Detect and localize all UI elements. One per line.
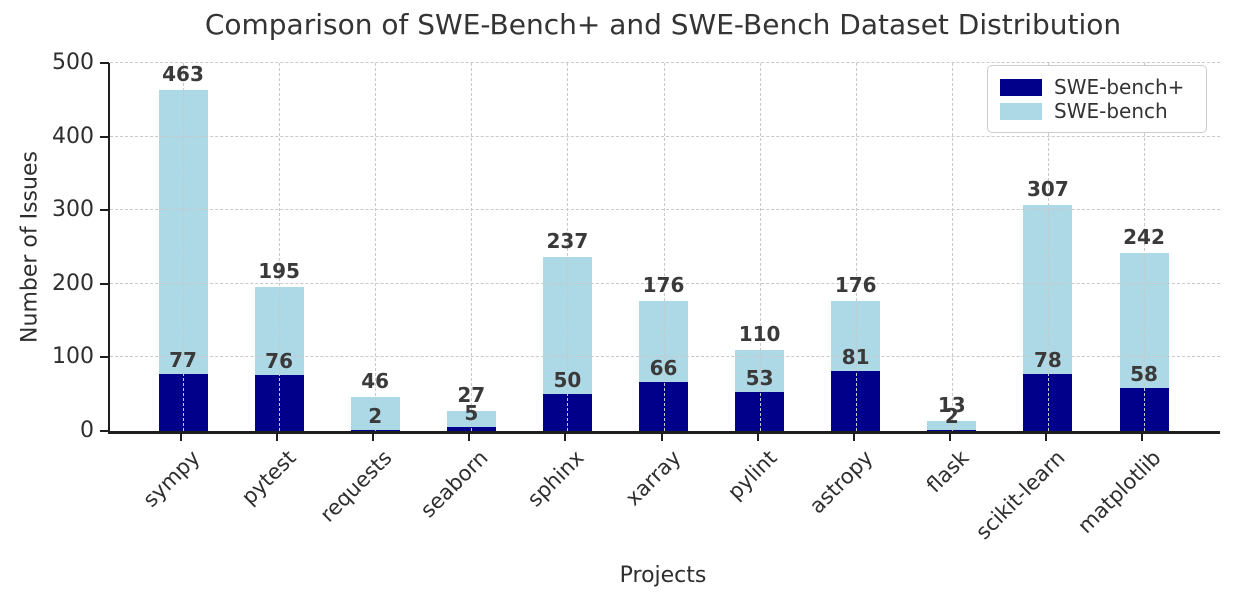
chart-title: Comparison of SWE-Bench+ and SWE-Bench D… bbox=[204, 8, 1122, 41]
value-label-swe-bench-astropy: 176 bbox=[834, 273, 877, 298]
y-tick-label-100: 100 bbox=[52, 344, 94, 370]
grid-line-vertical-sphinx bbox=[567, 63, 569, 431]
value-label-swe-bench-sphinx: 237 bbox=[546, 228, 589, 253]
grid-line-vertical-astropy bbox=[855, 63, 857, 431]
y-tick-label-400: 400 bbox=[52, 123, 94, 149]
grid-line-horizontal-400 bbox=[110, 135, 1220, 137]
x-tick-mark-matplotlib bbox=[1141, 434, 1143, 441]
grid-line-vertical-sympy bbox=[183, 63, 184, 431]
value-label-swe-bench-plus-sympy: 77 bbox=[169, 348, 197, 373]
value-label-swe-bench-xarray: 176 bbox=[642, 273, 685, 298]
value-label-swe-bench-plus-requests: 2 bbox=[368, 403, 383, 428]
value-label-swe-bench-plus-seaborn: 5 bbox=[464, 401, 479, 426]
y-tick-label-300: 300 bbox=[52, 197, 94, 223]
grid-line-vertical-matplotlib bbox=[1144, 63, 1145, 431]
grid-line-vertical-pylint bbox=[759, 63, 761, 431]
y-tick-label-500: 500 bbox=[52, 50, 94, 75]
x-tick-label-seaborn: seaborn bbox=[416, 445, 493, 523]
x-tick-label-pylint: pylint bbox=[722, 445, 782, 505]
x-tick-mark-sympy bbox=[180, 434, 182, 441]
grid-line-vertical-flask bbox=[951, 63, 953, 431]
x-tick-mark-flask bbox=[948, 434, 951, 441]
grid-line-vertical-seaborn bbox=[471, 63, 473, 431]
x-tick-label-sphinx: sphinx bbox=[523, 445, 589, 512]
x-tick-mark-astropy bbox=[852, 434, 855, 441]
grid-line-vertical-scikit-learn bbox=[1047, 63, 1049, 431]
x-tick-label-pytest: pytest bbox=[236, 445, 301, 510]
y-tick-label-200: 200 bbox=[52, 270, 94, 296]
y-tick-mark-200 bbox=[100, 282, 109, 285]
value-label-swe-bench-requests: 46 bbox=[361, 369, 390, 394]
grid-line-vertical-xarray bbox=[663, 63, 665, 431]
y-tick-mark-400 bbox=[100, 135, 109, 138]
legend-swatch-swe-bench bbox=[1000, 102, 1042, 120]
x-tick-mark-sphinx bbox=[564, 434, 567, 441]
legend-label-swe-bench-plus: SWE-bench+ bbox=[1054, 75, 1185, 99]
value-label-swe-bench-pytest: 195 bbox=[258, 259, 300, 284]
x-tick-label-xarray: xarray bbox=[620, 445, 686, 511]
y-tick-mark-0 bbox=[100, 430, 109, 432]
legend: SWE-bench+ SWE-bench bbox=[987, 65, 1207, 133]
value-label-swe-bench-plus-astropy: 81 bbox=[841, 345, 870, 370]
value-label-swe-bench-plus-pytest: 76 bbox=[265, 349, 294, 374]
value-label-swe-bench-matplotlib: 242 bbox=[1123, 224, 1165, 249]
x-tick-label-astropy: astropy bbox=[804, 445, 878, 519]
value-label-swe-bench-plus-pylint: 53 bbox=[745, 366, 774, 390]
legend-label-swe-bench: SWE-bench bbox=[1054, 99, 1168, 123]
x-tick-label-scikit-learn: scikit-learn bbox=[970, 445, 1070, 545]
y-axis-label: Number of Issues bbox=[17, 151, 43, 343]
value-label-swe-bench-seaborn: 27 bbox=[457, 383, 486, 408]
grid-line-horizontal-200 bbox=[110, 282, 1220, 284]
x-tick-mark-pytest bbox=[276, 434, 279, 441]
value-label-swe-bench-flask: 13 bbox=[937, 393, 966, 418]
x-tick-mark-seaborn bbox=[468, 434, 471, 441]
value-label-swe-bench-plus-sphinx: 50 bbox=[553, 368, 582, 393]
x-axis-label: Projects bbox=[619, 563, 707, 588]
x-tick-mark-requests bbox=[372, 434, 375, 441]
x-tick-mark-scikit-learn bbox=[1044, 434, 1047, 441]
x-tick-label-matplotlib: matplotlib bbox=[1073, 445, 1166, 539]
x-tick-label-sympy: sympy bbox=[138, 445, 205, 512]
legend-item-swe-bench-plus: SWE-bench+ bbox=[1000, 75, 1194, 99]
y-tick-label-0: 0 bbox=[80, 418, 94, 443]
value-label-swe-bench-plus-flask: 2 bbox=[944, 403, 959, 428]
value-label-swe-bench-plus-matplotlib: 58 bbox=[1130, 362, 1158, 387]
x-tick-mark-pylint bbox=[756, 434, 759, 441]
value-label-swe-bench-sympy: 463 bbox=[162, 62, 204, 87]
grid-line-vertical-pytest bbox=[279, 63, 281, 431]
value-label-swe-bench-plus-scikit-learn: 78 bbox=[1033, 347, 1062, 372]
y-tick-mark-300 bbox=[100, 209, 109, 212]
grid-line-horizontal-500 bbox=[110, 62, 1220, 63]
legend-swatch-swe-bench-plus bbox=[1000, 78, 1042, 96]
x-tick-label-flask: flask bbox=[921, 445, 974, 498]
value-label-swe-bench-pylint: 110 bbox=[738, 322, 781, 347]
y-tick-mark-500 bbox=[100, 62, 109, 64]
legend-item-swe-bench: SWE-bench bbox=[1000, 99, 1194, 123]
grid-line-horizontal-100 bbox=[110, 356, 1220, 358]
x-tick-mark-xarray bbox=[660, 434, 663, 441]
grid-line-vertical-requests bbox=[375, 63, 377, 431]
plot-area: 463 77 195 76 46 2 27 5 237 50 176 66 110 53 176 81 13 2 3… bbox=[108, 62, 1220, 434]
grid-line-horizontal-300 bbox=[110, 209, 1220, 211]
y-tick-mark-100 bbox=[100, 356, 109, 359]
value-label-swe-bench-scikit-learn: 307 bbox=[1027, 177, 1069, 202]
value-label-swe-bench-plus-xarray: 66 bbox=[649, 356, 678, 381]
x-tick-label-requests: requests bbox=[315, 445, 397, 527]
